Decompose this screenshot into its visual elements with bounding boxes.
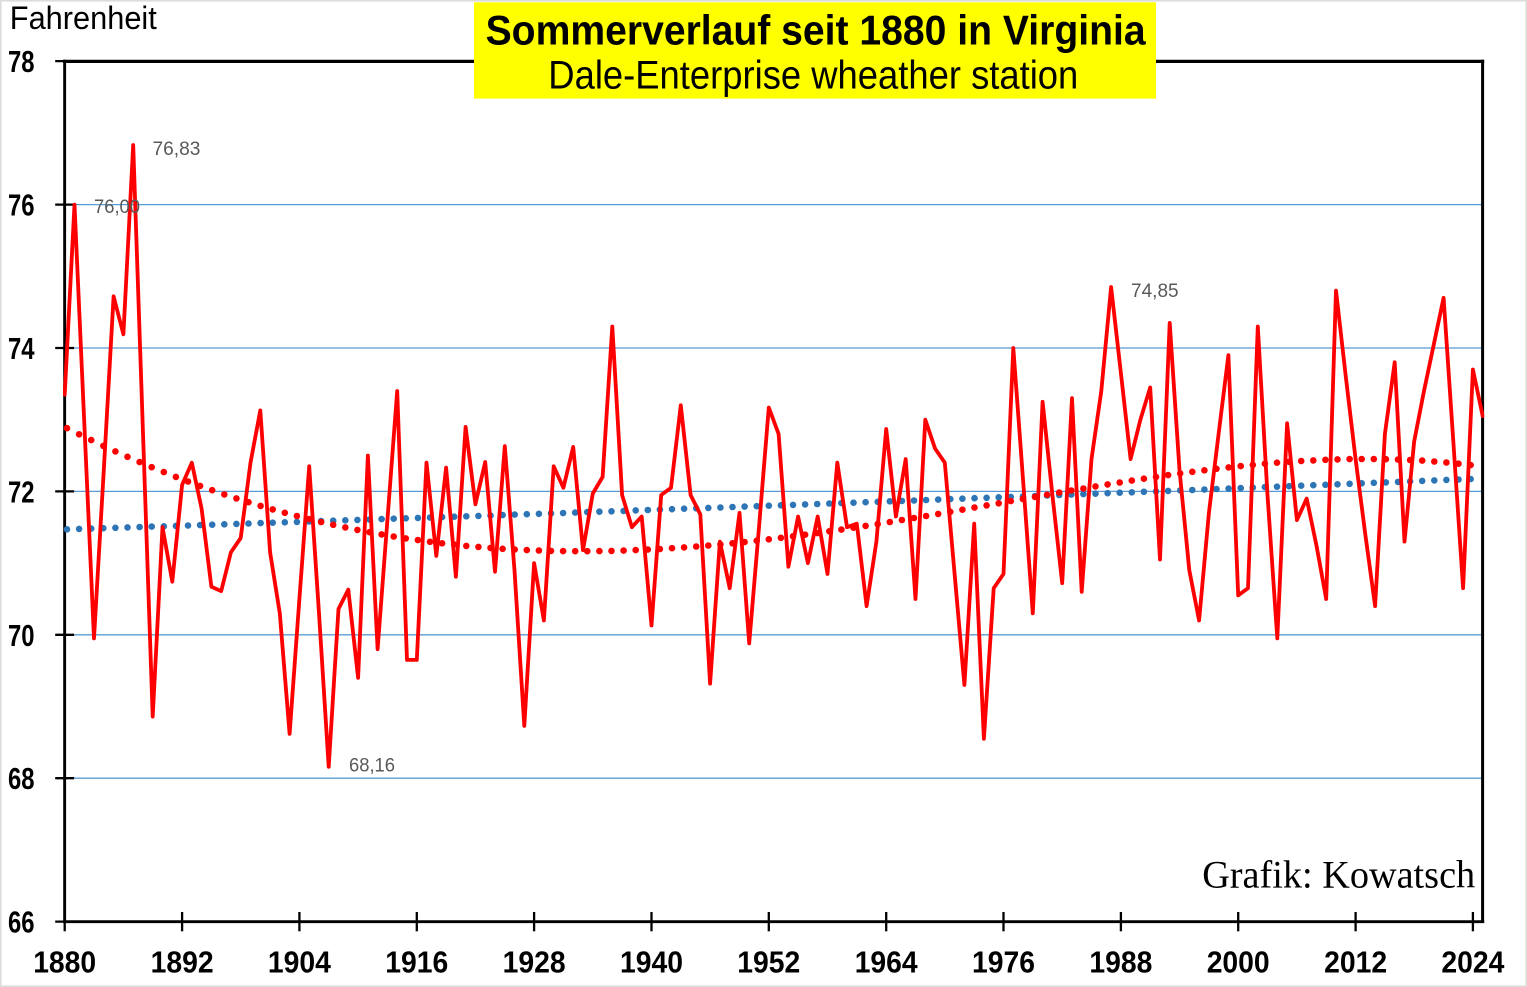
svg-text:78: 78: [8, 44, 35, 79]
svg-text:1964: 1964: [855, 945, 919, 980]
svg-text:76,83: 76,83: [153, 139, 201, 160]
svg-text:1988: 1988: [1089, 945, 1152, 980]
svg-text:2000: 2000: [1207, 945, 1270, 980]
svg-text:72: 72: [8, 474, 35, 509]
svg-text:74,85: 74,85: [1131, 281, 1179, 302]
svg-text:68,16: 68,16: [349, 756, 395, 777]
svg-text:1928: 1928: [503, 945, 566, 980]
svg-text:70: 70: [8, 618, 35, 653]
svg-text:1880: 1880: [33, 945, 96, 980]
svg-text:1916: 1916: [385, 945, 448, 980]
svg-text:Fahrenheit: Fahrenheit: [10, 0, 157, 36]
svg-text:Sommerverlauf seit 1880 in Vir: Sommerverlauf seit 1880 in Virginia: [486, 6, 1147, 53]
svg-text:76: 76: [8, 188, 35, 223]
svg-text:Grafik: Kowatsch: Grafik: Kowatsch: [1202, 854, 1475, 897]
svg-text:1904: 1904: [268, 945, 332, 980]
svg-text:1940: 1940: [620, 945, 683, 980]
svg-text:68: 68: [8, 761, 35, 796]
svg-text:1952: 1952: [737, 945, 800, 980]
svg-text:2024: 2024: [1441, 945, 1505, 980]
svg-text:76,00: 76,00: [94, 197, 140, 218]
svg-text:2012: 2012: [1324, 945, 1387, 980]
svg-text:1976: 1976: [972, 945, 1035, 980]
svg-text:Dale-Enterprise wheather stati: Dale-Enterprise wheather station: [548, 54, 1078, 98]
svg-text:1892: 1892: [151, 945, 214, 980]
svg-text:66: 66: [8, 905, 35, 940]
svg-text:74: 74: [8, 331, 35, 366]
